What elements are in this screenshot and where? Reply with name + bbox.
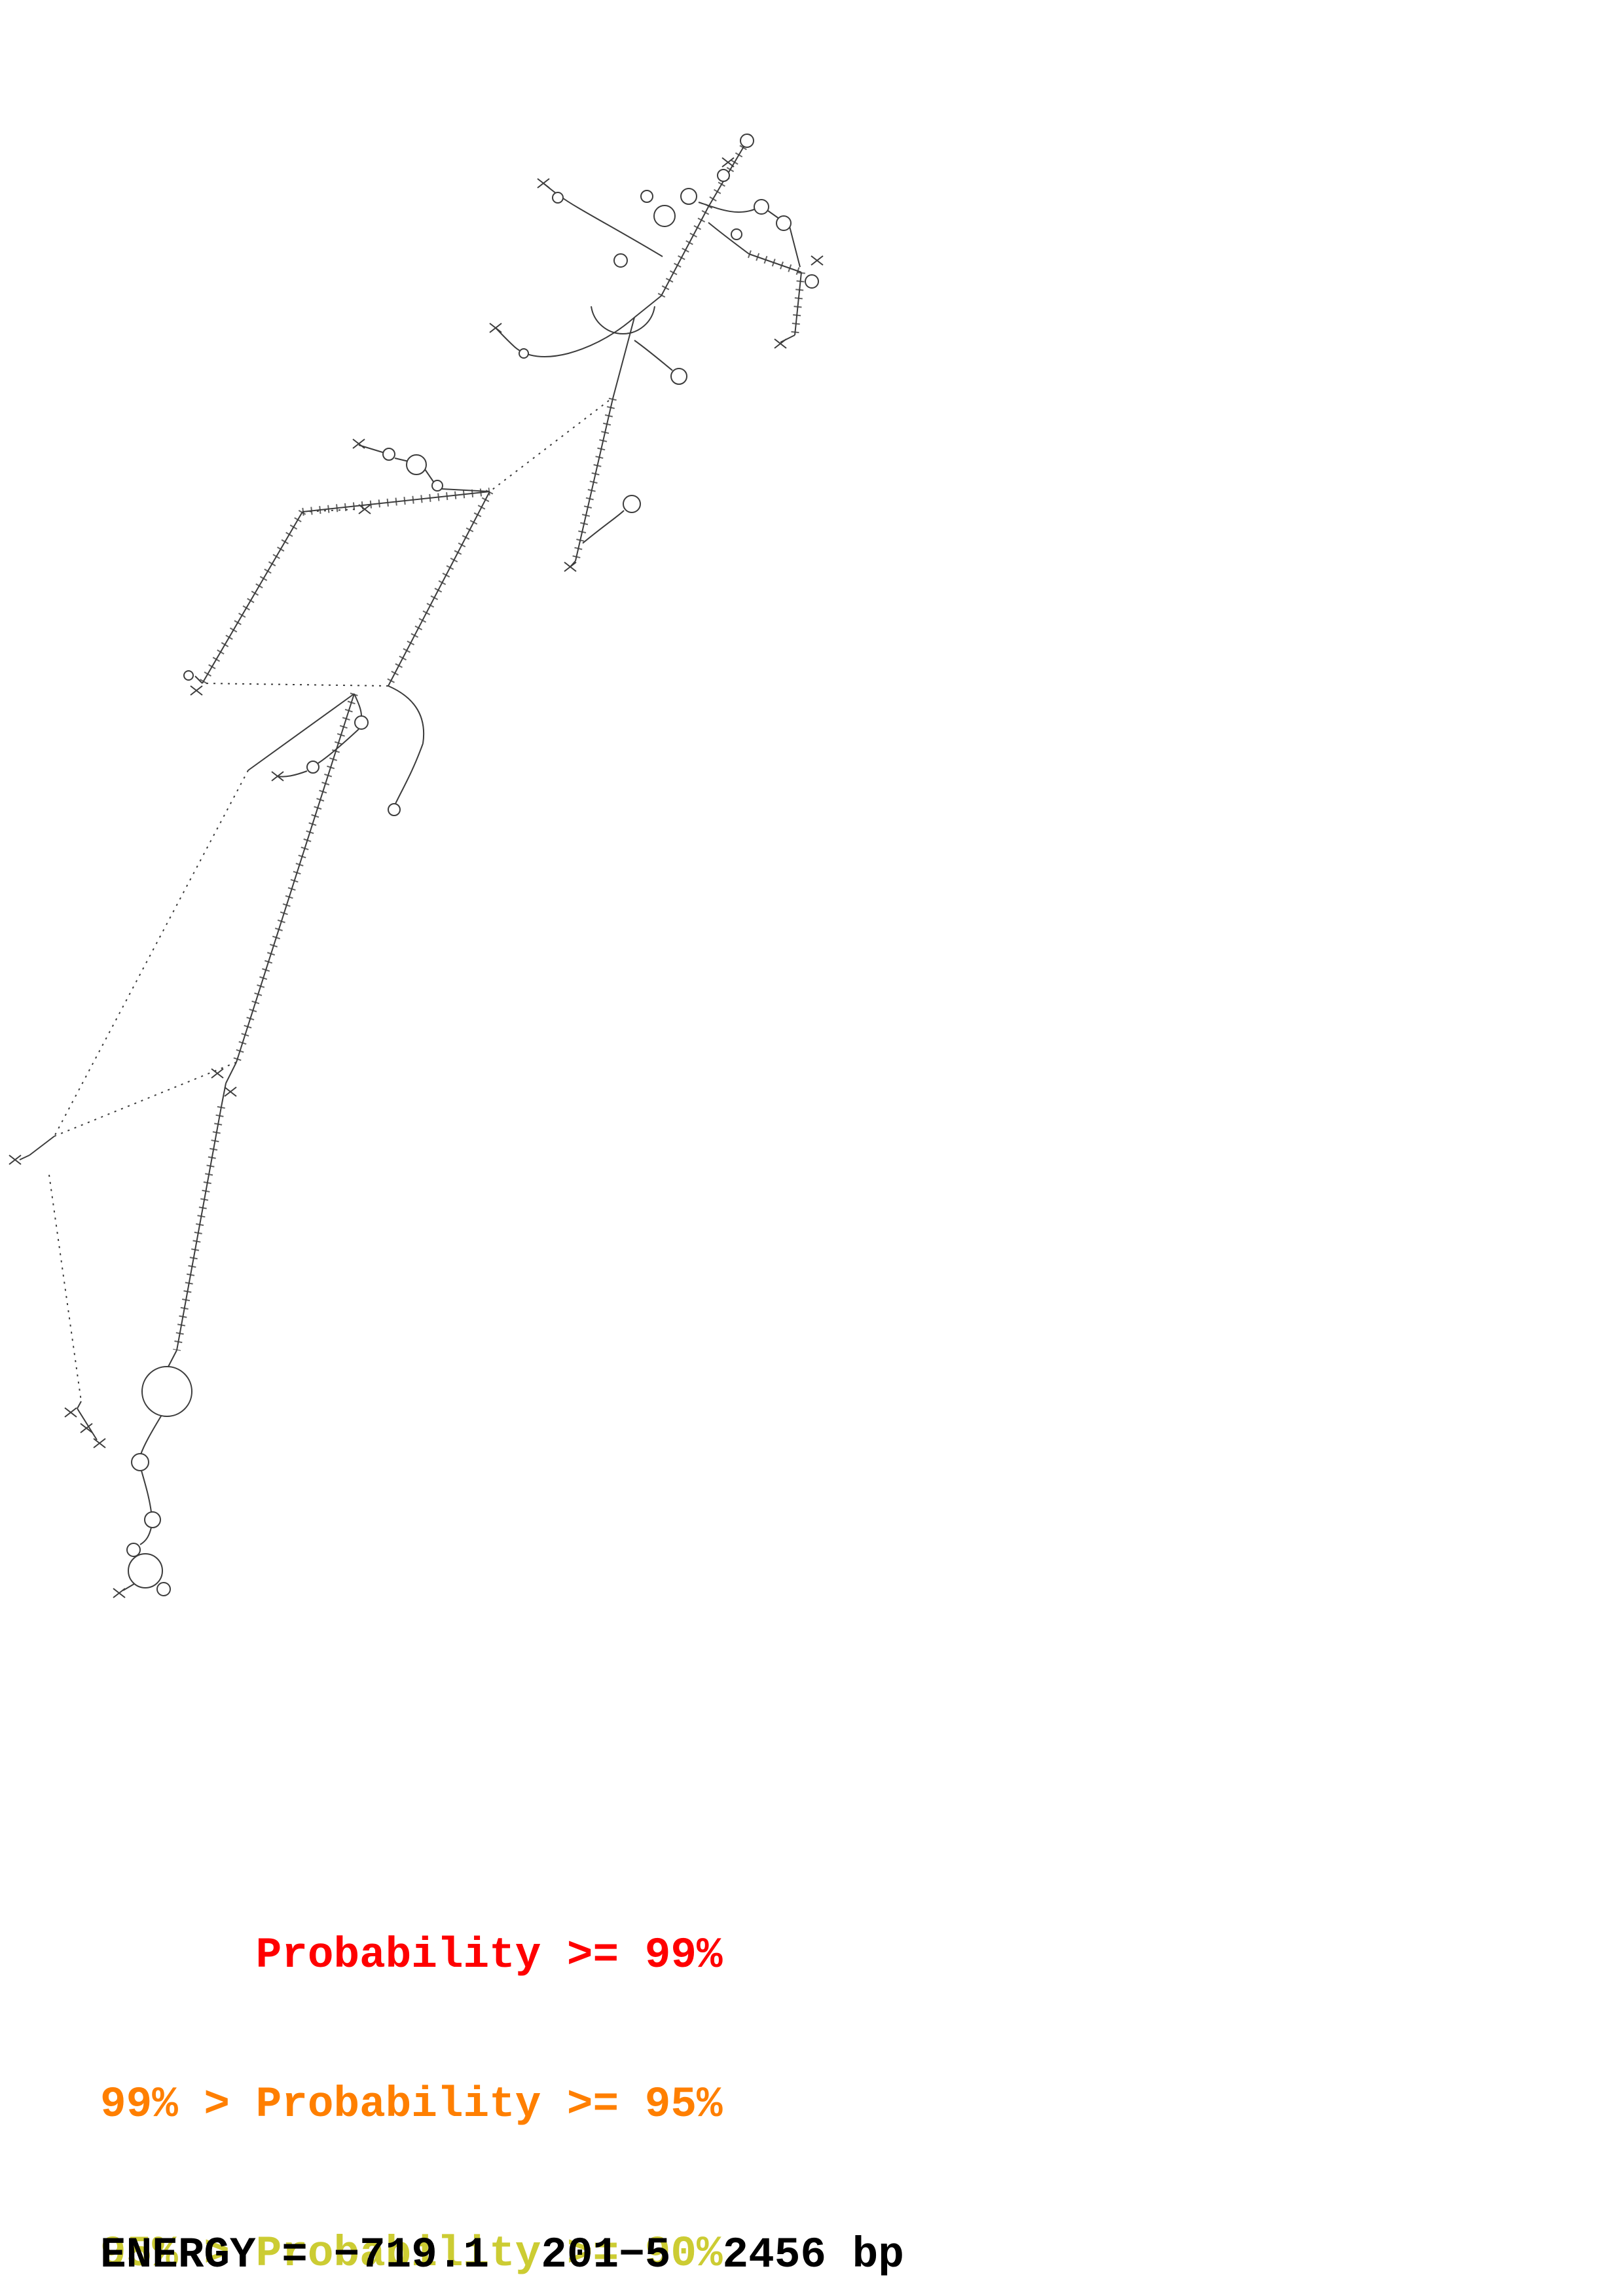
energy-readout: ENERGY = −719.1 201−5 2456 bp xyxy=(100,2231,904,2280)
legend-entry-90-95: 95% > Probability >= 90% xyxy=(100,2229,723,2278)
structure-end-ticks xyxy=(9,157,824,1598)
probability-legend: Probability >= 99% 99% > Probability >= … xyxy=(100,1831,723,2296)
structure-helices xyxy=(173,144,805,1352)
structure-loops xyxy=(126,134,819,1596)
legend-entry-95-99: 99% > Probability >= 95% xyxy=(100,2080,723,2129)
structure-backbone xyxy=(19,143,801,1591)
legend-entry-99: Probability >= 99% xyxy=(100,1931,723,1980)
